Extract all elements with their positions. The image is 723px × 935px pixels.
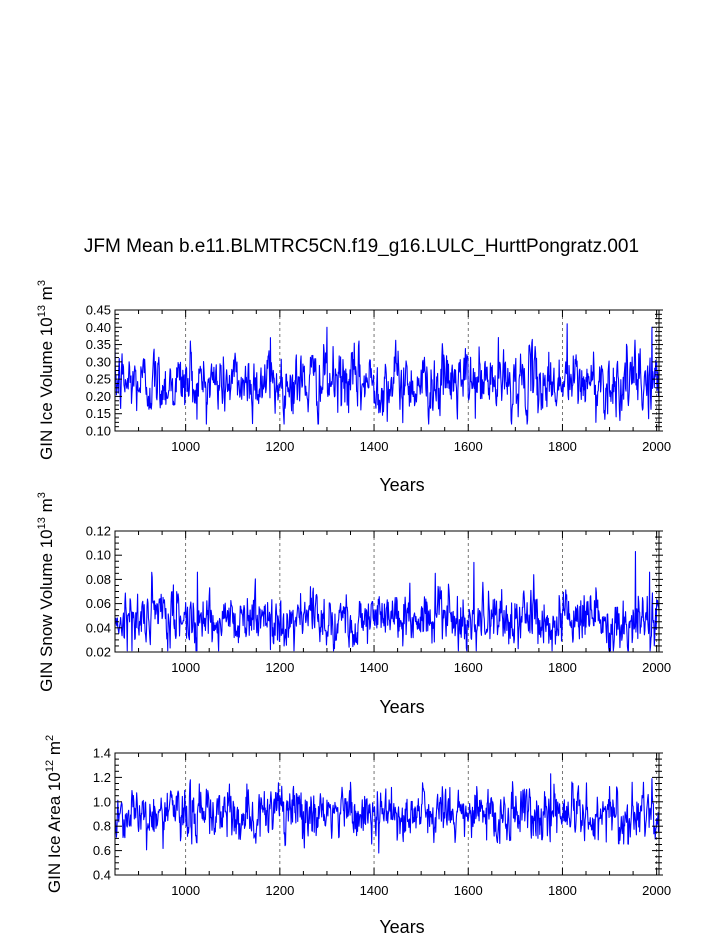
plot-2: 1000 1200 1400 1600 1800 2000 0.02 0.04 0.06 0.08… (36, 492, 671, 717)
y-tick-label: 1.0 (93, 794, 111, 809)
series-line (114, 323, 660, 425)
y-tick-label: 0.45 (86, 303, 111, 318)
y-axis-title: GIN Snow Volume 1013 m3 (36, 492, 56, 692)
y-tick-label: 0.8 (93, 819, 111, 834)
x-axis-title: Years (379, 475, 424, 495)
y-tick-label: 0.25 (86, 372, 111, 387)
x-tick-label: 1600 (454, 883, 483, 898)
x-tick-label: 2000 (642, 439, 671, 454)
x-tick-label: 1800 (548, 660, 577, 675)
y-tick-label: 0.04 (86, 620, 111, 635)
y-axis-title: GIN Ice Volume 1013 m3 (36, 280, 56, 460)
x-tick-label: 2000 (642, 660, 671, 675)
y-tick-label: 0.40 (86, 320, 111, 335)
y-tick-label: 0.6 (93, 843, 111, 858)
chart-title: JFM Mean b.e11.BLMTRC5CN.f19_g16.LULC_Hu… (83, 236, 640, 257)
series-line (114, 551, 660, 652)
x-tick-label: 1600 (454, 439, 483, 454)
x-tick-label: 1800 (548, 883, 577, 898)
y-tick-label: 0.02 (86, 645, 111, 660)
x-tick-label: 1400 (360, 660, 389, 675)
x-tick-label: 1000 (171, 660, 200, 675)
plot-1: 1000 1200 1400 1600 1800 2000 0.10 0.15 0.20 0.25… (36, 280, 671, 495)
x-tick-label: 1400 (360, 439, 389, 454)
x-tick-label: 1200 (265, 660, 294, 675)
x-tick-label: 1200 (265, 883, 294, 898)
x-tick-label: 1000 (171, 883, 200, 898)
x-tick-label: 1200 (265, 439, 294, 454)
y-tick-label: 1.2 (93, 770, 111, 785)
x-tick-label: 1400 (360, 883, 389, 898)
series-line (114, 773, 660, 854)
x-tick-label: 1600 (454, 660, 483, 675)
x-axis-title: Years (379, 917, 424, 935)
x-tick-label: 2000 (642, 883, 671, 898)
y-tick-label: 0.10 (86, 548, 111, 563)
y-axis-title: GIN Ice Area 1012 m2 (44, 735, 64, 893)
y-tick-label: 0.12 (86, 524, 111, 539)
y-tick-label: 0.30 (86, 354, 111, 369)
plot-3: 1000 1200 1400 1600 1800 2000 0.4 0.6 0.8 1.0 1.2 1… (44, 735, 671, 935)
y-tick-label: 0.10 (86, 424, 111, 439)
y-tick-label: 1.4 (93, 746, 111, 761)
x-tick-label: 1800 (548, 439, 577, 454)
x-tick-label: 1000 (171, 439, 200, 454)
x-axis-title: Years (379, 697, 424, 717)
y-tick-label: 0.08 (86, 572, 111, 587)
y-tick-label: 0.06 (86, 596, 111, 611)
y-tick-label: 0.4 (93, 868, 111, 883)
y-tick-label: 0.15 (86, 406, 111, 421)
y-tick-label: 0.20 (86, 389, 111, 404)
y-tick-label: 0.35 (86, 337, 111, 352)
